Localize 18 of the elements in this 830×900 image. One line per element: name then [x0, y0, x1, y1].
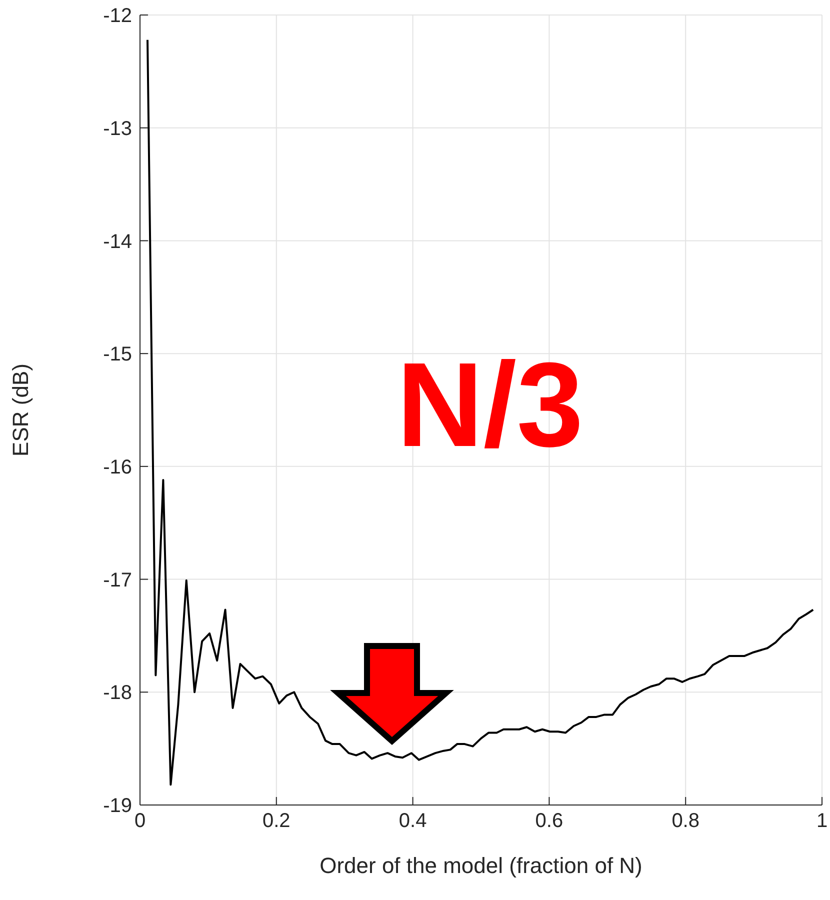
annotation: N/3: [396, 338, 584, 472]
y-tick-label: -19: [103, 795, 132, 818]
y-tick-label: -16: [103, 456, 132, 479]
y-tick-label: -18: [103, 682, 132, 704]
x-tick-label: 0.2: [262, 810, 290, 832]
x-tick-label: 0.8: [672, 810, 700, 832]
x-tick-label: 0.4: [398, 810, 427, 832]
y-tick-label: -13: [103, 118, 132, 140]
x-tick-label: 0.6: [535, 810, 564, 832]
line-series: [146, 38, 814, 786]
y-tick-label: -17: [103, 569, 132, 592]
x-axis-title: Order of the model (fraction of N): [320, 853, 642, 878]
y-tick-label: -15: [103, 344, 132, 366]
y-axis-title: ESR (dB): [8, 364, 33, 456]
y-tick-label: -14: [103, 230, 132, 253]
x-tick-label: 1: [816, 810, 828, 832]
y-tick-label: -12: [103, 5, 132, 28]
x-tick-label: 0: [134, 810, 146, 832]
